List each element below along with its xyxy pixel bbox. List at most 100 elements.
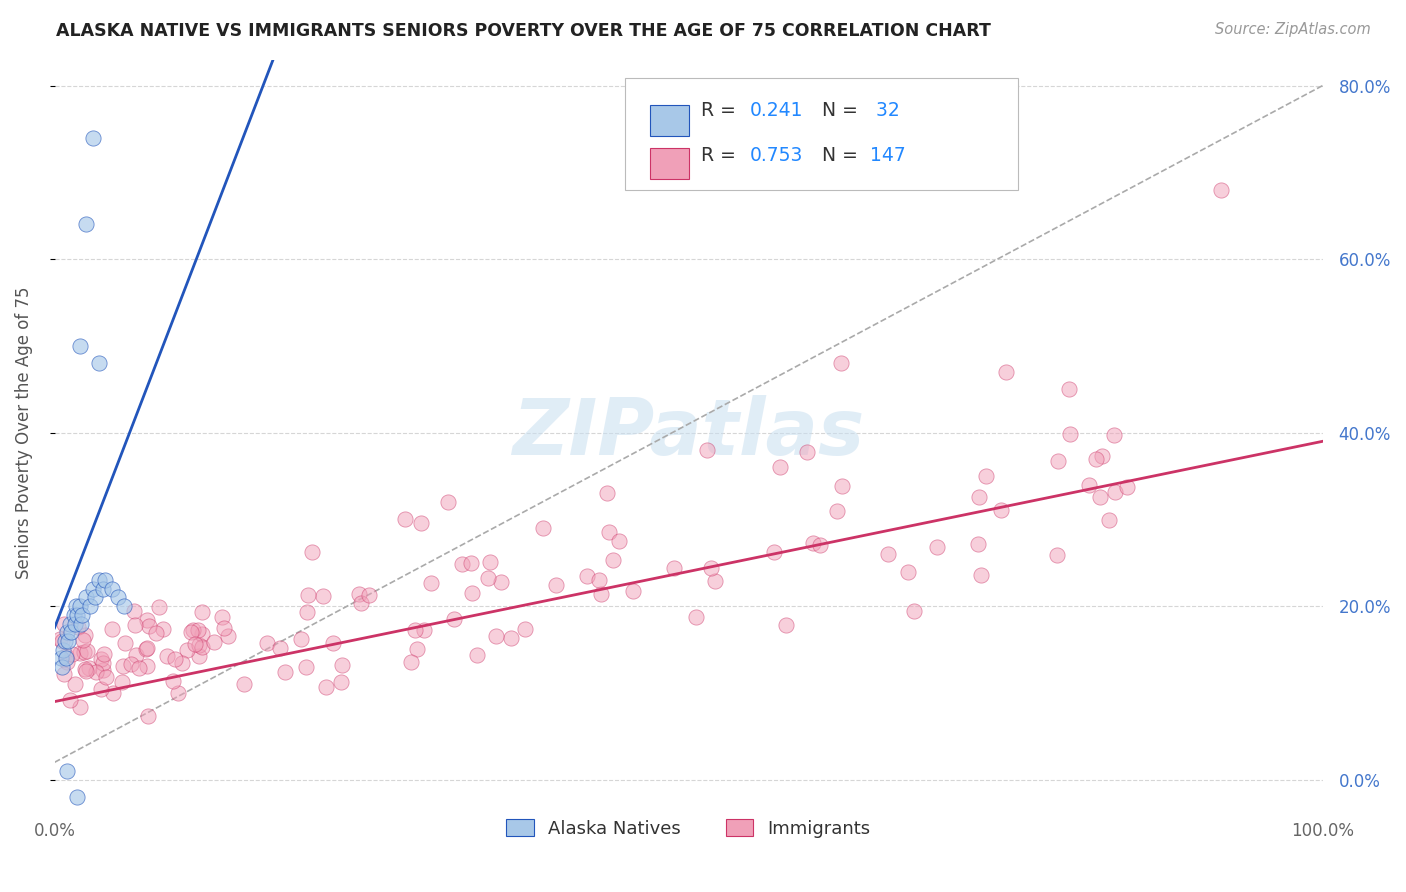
Point bbox=[163, 652, 186, 666]
Point bbox=[73, 645, 96, 659]
Point bbox=[188, 638, 211, 652]
Point bbox=[82, 582, 104, 596]
Point bbox=[111, 674, 134, 689]
Point bbox=[322, 636, 344, 650]
Y-axis label: Seniors Poverty Over the Age of 75: Seniors Poverty Over the Age of 75 bbox=[15, 286, 32, 579]
Point bbox=[461, 585, 484, 599]
Text: N =: N = bbox=[821, 101, 863, 120]
Point bbox=[84, 665, 107, 680]
Point bbox=[967, 490, 990, 504]
Text: N =: N = bbox=[821, 145, 863, 165]
Point bbox=[60, 647, 83, 661]
Point bbox=[87, 573, 110, 587]
Point bbox=[1116, 480, 1139, 494]
Point bbox=[120, 657, 142, 672]
Point bbox=[401, 655, 423, 669]
Text: 147: 147 bbox=[870, 145, 905, 165]
Point bbox=[114, 636, 136, 650]
Point bbox=[450, 558, 472, 572]
Point bbox=[406, 641, 429, 656]
Point bbox=[763, 545, 786, 559]
Point bbox=[1104, 485, 1126, 500]
Bar bbox=[651, 148, 689, 179]
Point bbox=[101, 686, 124, 700]
Text: 0.241: 0.241 bbox=[749, 101, 803, 120]
Point bbox=[877, 547, 900, 561]
Point bbox=[62, 607, 84, 622]
Point bbox=[93, 647, 115, 661]
Point bbox=[419, 576, 441, 591]
Point bbox=[700, 561, 723, 575]
Point bbox=[167, 686, 190, 700]
Point bbox=[107, 591, 129, 605]
Text: Source: ZipAtlas.com: Source: ZipAtlas.com bbox=[1215, 22, 1371, 37]
Point bbox=[607, 533, 630, 548]
Point bbox=[394, 512, 416, 526]
Point bbox=[290, 632, 312, 646]
Point bbox=[188, 648, 211, 663]
Point bbox=[94, 573, 117, 587]
Point bbox=[90, 681, 112, 696]
Point bbox=[122, 603, 145, 617]
Point bbox=[515, 623, 537, 637]
Point bbox=[73, 628, 96, 642]
Point bbox=[256, 636, 278, 650]
Point bbox=[274, 665, 297, 680]
Text: R =: R = bbox=[702, 145, 742, 165]
Legend: Alaska Natives, Immigrants: Alaska Natives, Immigrants bbox=[499, 812, 877, 846]
Point bbox=[75, 665, 97, 679]
Point bbox=[925, 540, 948, 554]
Point bbox=[994, 365, 1017, 379]
Point bbox=[66, 607, 89, 622]
Point bbox=[269, 640, 291, 655]
Point bbox=[685, 610, 707, 624]
Point bbox=[135, 642, 157, 657]
Point bbox=[56, 655, 79, 669]
Point bbox=[312, 589, 335, 603]
Point bbox=[66, 790, 89, 805]
Text: ALASKA NATIVE VS IMMIGRANTS SENIORS POVERTY OVER THE AGE OF 75 CORRELATION CHART: ALASKA NATIVE VS IMMIGRANTS SENIORS POVE… bbox=[56, 22, 991, 40]
Point bbox=[477, 572, 499, 586]
Point bbox=[330, 657, 353, 672]
Point bbox=[187, 623, 209, 637]
Text: 32: 32 bbox=[870, 101, 900, 120]
Point bbox=[1046, 454, 1069, 468]
Point bbox=[94, 670, 117, 684]
Point bbox=[769, 460, 792, 475]
Point bbox=[91, 582, 114, 596]
Point bbox=[990, 503, 1012, 517]
Point bbox=[82, 130, 104, 145]
Point bbox=[52, 642, 75, 657]
Point bbox=[53, 633, 76, 648]
Point bbox=[485, 629, 508, 643]
Point bbox=[69, 700, 91, 714]
Point bbox=[830, 356, 852, 370]
Point bbox=[796, 445, 818, 459]
Point bbox=[1059, 427, 1081, 442]
Point bbox=[90, 652, 112, 666]
Point bbox=[217, 629, 239, 643]
Point bbox=[76, 644, 98, 658]
Point bbox=[412, 623, 434, 637]
Point bbox=[55, 651, 77, 665]
Point bbox=[295, 660, 318, 674]
Point bbox=[73, 662, 96, 676]
Point bbox=[349, 596, 371, 610]
Point bbox=[49, 651, 72, 665]
Point bbox=[111, 659, 134, 673]
Point bbox=[51, 634, 73, 648]
Point bbox=[138, 619, 160, 633]
Point bbox=[211, 610, 233, 624]
Text: ZIPatlas: ZIPatlas bbox=[512, 394, 865, 471]
Point bbox=[357, 588, 380, 602]
Point bbox=[1057, 382, 1080, 396]
Point bbox=[896, 566, 918, 580]
Point bbox=[404, 624, 426, 638]
Point bbox=[66, 620, 89, 634]
Point bbox=[775, 618, 797, 632]
Point bbox=[970, 568, 993, 582]
Point bbox=[191, 640, 214, 654]
Point bbox=[60, 625, 83, 640]
Point bbox=[1098, 513, 1121, 527]
Point bbox=[596, 486, 619, 500]
